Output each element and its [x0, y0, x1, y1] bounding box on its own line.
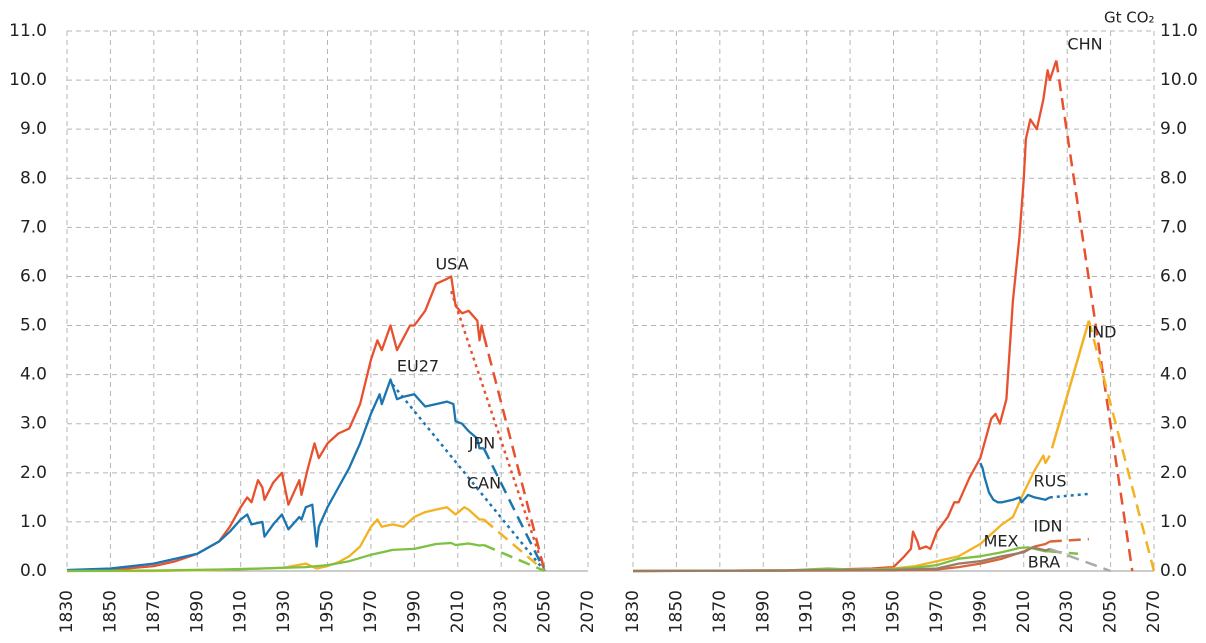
- x-tick-label: 1950: [884, 590, 904, 633]
- projection-line: [1050, 320, 1091, 449]
- x-tick-label: 2050: [535, 590, 555, 633]
- projection-line: [1087, 320, 1156, 572]
- y-tick-label: 10.0: [1160, 70, 1198, 90]
- x-tick-label: 1850: [666, 590, 686, 633]
- x-tick-label: 2050: [1101, 590, 1121, 633]
- series-label: CAN: [467, 474, 501, 493]
- y-tick-label: 3.0: [1160, 414, 1187, 434]
- y-tick-label: 11.0: [1160, 21, 1198, 41]
- y-tick-label: 0.0: [1160, 561, 1187, 581]
- x-tick-label: 1830: [623, 590, 643, 633]
- x-tick-label: 1950: [318, 590, 338, 633]
- projection-line: [1049, 492, 1090, 499]
- y-tick-label: 2.0: [20, 463, 47, 483]
- y-tick-label: 0.0: [20, 561, 47, 581]
- x-tick-label: 1870: [144, 590, 164, 633]
- y-tick-label: 8.0: [1160, 168, 1187, 188]
- y-tick-label: 11.0: [9, 21, 47, 41]
- y-tick-label: 2.0: [1160, 463, 1187, 483]
- projection-line: [482, 518, 546, 572]
- x-tick-label: 2070: [578, 590, 598, 633]
- x-tick-label: 1910: [797, 590, 817, 633]
- series-line: [66, 275, 485, 573]
- series-label: CHN: [1067, 35, 1102, 54]
- series-label: USA: [435, 255, 468, 274]
- x-tick-label: 1850: [100, 590, 120, 633]
- y-tick-label: 8.0: [20, 168, 47, 188]
- projection-line: [450, 290, 546, 572]
- y-tick-label: 7.0: [20, 217, 47, 237]
- y-tick-label: 6.0: [1160, 266, 1187, 286]
- x-tick-label: 2070: [1144, 590, 1164, 633]
- y-tick-label: 10.0: [9, 70, 47, 90]
- series-label: EU27: [397, 357, 439, 376]
- series-label: RUS: [1034, 472, 1067, 491]
- x-tick-label: 2010: [1014, 590, 1034, 633]
- x-tick-label: 1870: [710, 590, 730, 633]
- projection-line: [1049, 547, 1112, 573]
- y-tick-label: 4.0: [20, 365, 47, 385]
- series-line: [66, 541, 484, 573]
- series-label: MEX: [984, 532, 1019, 551]
- x-tick-label: 2010: [448, 590, 468, 633]
- x-tick-label: 1990: [404, 590, 424, 633]
- x-tick-label: 1990: [970, 590, 990, 633]
- x-tick-label: 1890: [753, 590, 773, 633]
- y-tick-label: 3.0: [20, 414, 47, 434]
- series-line: [67, 506, 484, 573]
- projection-line: [483, 543, 546, 573]
- projection-line: [391, 383, 546, 572]
- x-tick-label: 1910: [231, 590, 251, 633]
- series-label: IDN: [1033, 517, 1062, 536]
- y-tick-label: 9.0: [20, 119, 47, 139]
- series-line: [66, 378, 484, 572]
- projection-line: [1055, 60, 1134, 572]
- y-tick-label: 6.0: [20, 266, 47, 286]
- unit-label: Gt CO₂: [1104, 9, 1155, 27]
- y-tick-label: 5.0: [1160, 316, 1187, 336]
- x-tick-label: 1970: [927, 590, 947, 633]
- projection-line: [1049, 537, 1089, 543]
- series-label: BRA: [1028, 553, 1060, 572]
- series-line: [632, 60, 1058, 573]
- series-label: IND: [1087, 323, 1116, 342]
- series-label: JPN: [468, 434, 495, 453]
- y-tick-label: 5.0: [20, 316, 47, 336]
- y-tick-label: 9.0: [1160, 119, 1187, 139]
- x-tick-label: 2030: [491, 590, 511, 633]
- y-tick-label: 4.0: [1160, 365, 1187, 385]
- series-line: [632, 546, 1051, 573]
- x-tick-label: 1890: [187, 590, 207, 633]
- y-tick-label: 1.0: [20, 512, 47, 532]
- y-tick-label: 1.0: [1160, 512, 1187, 532]
- series-line: [979, 462, 1051, 504]
- x-tick-label: 1970: [361, 590, 381, 633]
- x-tick-label: 1830: [57, 590, 77, 633]
- x-tick-label: 2030: [1057, 590, 1077, 633]
- projection-line: [482, 447, 546, 572]
- x-tick-label: 1930: [274, 590, 294, 633]
- x-tick-label: 1930: [840, 590, 860, 633]
- y-tick-label: 7.0: [1160, 217, 1187, 237]
- projection-line: [482, 335, 546, 572]
